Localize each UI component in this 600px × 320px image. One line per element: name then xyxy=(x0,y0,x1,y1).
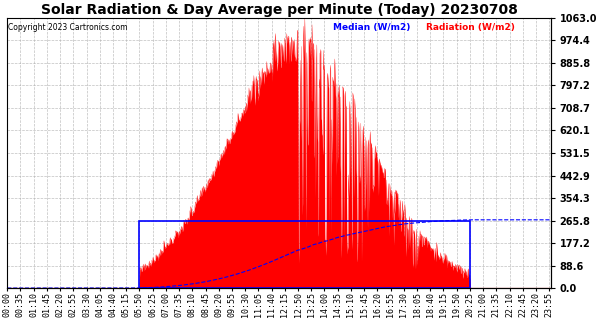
Text: Radiation (W/m2): Radiation (W/m2) xyxy=(426,23,515,32)
Bar xyxy=(139,220,470,288)
Text: Copyright 2023 Cartronics.com: Copyright 2023 Cartronics.com xyxy=(8,23,127,32)
Title: Solar Radiation & Day Average per Minute (Today) 20230708: Solar Radiation & Day Average per Minute… xyxy=(41,3,517,17)
Text: Median (W/m2): Median (W/m2) xyxy=(334,23,411,32)
